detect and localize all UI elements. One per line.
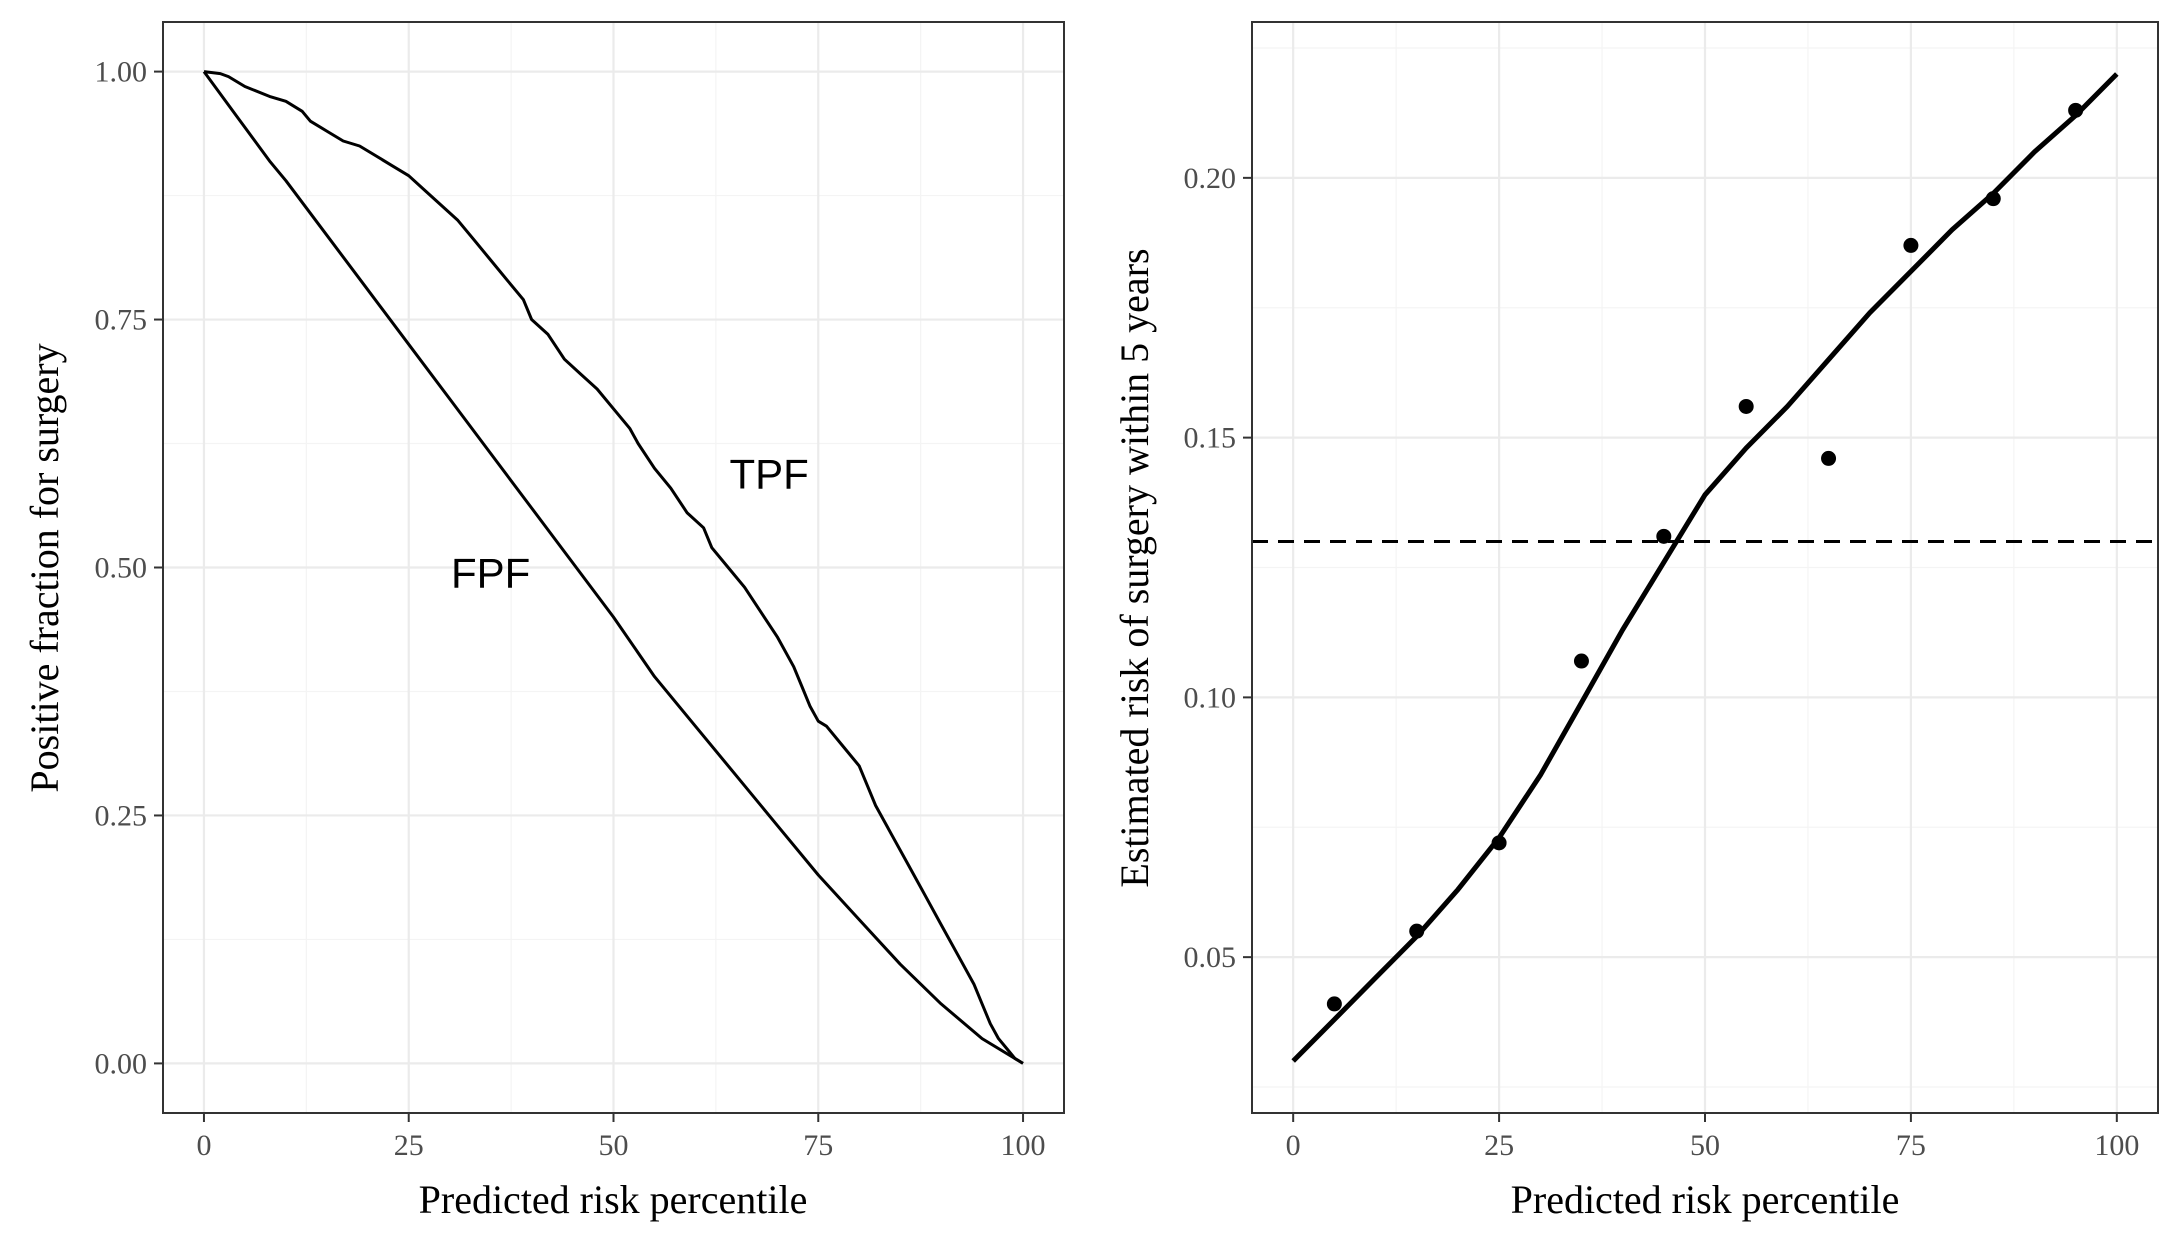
left-y-tick-label: 0.00 <box>95 1047 148 1080</box>
scatter-point <box>1409 923 1425 939</box>
left-panel: TPF FPF 0 25 50 75 100 0.00 0.25 0.50 0.75 1.00 Pr… <box>22 21 1065 1222</box>
left-x-tick-label: 0 <box>196 1129 211 1162</box>
scatter-point <box>1821 450 1837 466</box>
line-series-tpf <box>203 70 1024 1065</box>
left-grid <box>163 22 1064 1113</box>
left-y-tick-label: 0.50 <box>95 552 148 585</box>
right-x-tick-label: 75 <box>1896 1129 1926 1162</box>
right-x-tick-label: 0 <box>1286 1129 1301 1162</box>
annotation-fpf: FPF <box>451 549 530 596</box>
right-grid <box>1252 22 2158 1113</box>
annotation-tpf: TPF <box>729 450 808 497</box>
right-y-tick-label: 0.15 <box>1184 422 1237 455</box>
scatter-point <box>2068 102 2084 118</box>
right-y-tick-label: 0.10 <box>1184 681 1237 714</box>
left-x-tick-label: 75 <box>803 1129 833 1162</box>
right-x-tick-label: 25 <box>1484 1129 1514 1162</box>
scatter-point <box>1573 653 1589 669</box>
right-y-tick-label: 0.05 <box>1184 941 1237 974</box>
scatter-point <box>1326 996 1342 1012</box>
left-y-tick-label: 0.25 <box>95 799 148 832</box>
scatter-point <box>1738 398 1754 414</box>
right-y-tick-label: 0.20 <box>1184 162 1237 195</box>
right-x-tick-label: 50 <box>1690 1129 1720 1162</box>
left-x-tick-label: 50 <box>599 1129 629 1162</box>
line-series-fpf <box>202 70 1024 1065</box>
scatter-point <box>1903 237 1919 253</box>
left-ticks: 0 25 50 75 100 0.00 0.25 0.50 0.75 1.00 <box>95 56 1046 1162</box>
smooth-fit-curve <box>1291 72 2119 1063</box>
left-y-axis-title: Positive fraction for surgery <box>22 343 67 792</box>
left-x-tick-label: 100 <box>1001 1129 1046 1162</box>
right-marks <box>1252 72 2158 1063</box>
right-ticks: 0 25 50 75 100 0.05 0.10 0.15 0.20 <box>1184 162 2140 1162</box>
right-x-axis-title: Predicted risk percentile <box>1511 1177 1900 1222</box>
scatter-point <box>1491 835 1507 851</box>
left-marks: TPF FPF <box>202 70 1024 1065</box>
left-y-tick-label: 1.00 <box>95 56 148 89</box>
scatter-point <box>1656 528 1672 544</box>
left-y-tick-label: 0.75 <box>95 304 148 337</box>
scatter-point <box>1985 191 2001 207</box>
right-panel: 0 25 50 75 100 0.05 0.10 0.15 0.20 Predicted ris… <box>1112 21 2159 1222</box>
right-x-tick-label: 100 <box>2094 1129 2139 1162</box>
left-x-tick-label: 25 <box>394 1129 424 1162</box>
left-x-axis-title: Predicted risk percentile <box>419 1177 808 1222</box>
right-y-axis-title: Estimated risk of surgery within 5 years <box>1112 248 1157 887</box>
